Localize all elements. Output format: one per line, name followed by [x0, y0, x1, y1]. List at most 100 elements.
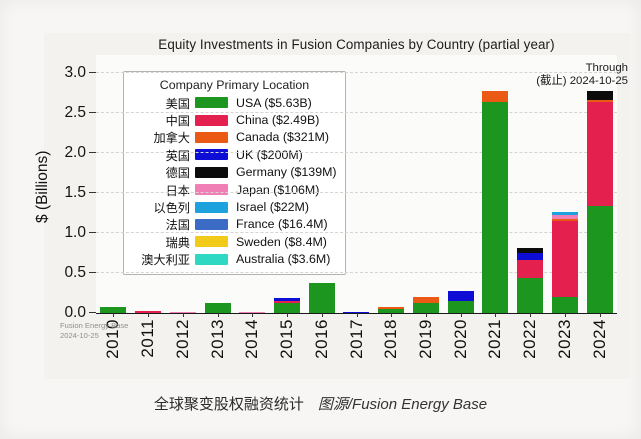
stacked-bar-2020	[447, 290, 474, 313]
x-tick-label-2019: 2019	[416, 319, 436, 359]
annotation-line2: (截止) 2024-10-25	[536, 75, 628, 88]
bar-column-2021	[478, 55, 513, 313]
x-tick-label-text: 2022	[520, 319, 540, 359]
x-tick-label-2023: 2023	[555, 319, 575, 359]
x-tick-label-text: 2013	[207, 319, 227, 359]
stacked-bar-2021	[482, 90, 509, 313]
legend-color-swatch	[195, 253, 228, 265]
legend-color-swatch	[195, 149, 228, 161]
bar-segment-china-2022	[517, 260, 544, 278]
x-tick-label-text: 2014	[242, 319, 262, 359]
bar-segment-canada-2018	[378, 306, 405, 309]
x-tick-label-text: 2018	[381, 319, 401, 359]
bar-segment-usa-2022	[517, 277, 544, 313]
stacked-bar-2012	[169, 311, 196, 313]
y-tick-mark	[89, 112, 96, 113]
x-tick-mark	[217, 313, 219, 317]
stacked-bar-2014	[239, 311, 266, 313]
y-tick-label: 2.0	[64, 144, 86, 161]
legend-color-swatch	[195, 166, 228, 178]
stacked-bar-2019	[412, 297, 439, 313]
bar-segment-germany-2024	[586, 90, 613, 101]
bar-segment-israel-2023	[551, 212, 578, 216]
legend-row-israel: 以色列 Israel ($22M)	[132, 198, 337, 215]
legend-label-zh: 法国	[165, 218, 190, 233]
stacked-bar-2022	[517, 248, 544, 313]
x-tick-label-2020: 2020	[451, 319, 471, 359]
bar-column-2015	[270, 55, 305, 313]
legend-rows: 美国 USA ($5.63B) 中国 China ($2.49B) 加拿大 Canada …	[132, 94, 337, 268]
chart-title: Equity Investments in Fusion Companies b…	[158, 37, 555, 52]
stacked-bar-2023	[551, 212, 578, 313]
bar-column-2022	[513, 55, 548, 313]
legend-label-zh: 日本	[165, 183, 190, 198]
bar-segment-china-2015	[274, 301, 301, 303]
gridline-3.0	[96, 72, 617, 73]
x-tick-mark	[356, 313, 358, 317]
x-tick-mark	[564, 313, 566, 317]
bar-column-2016	[304, 55, 339, 313]
bar-segment-japan-2014	[239, 311, 266, 313]
legend-label-en: Israel ($22M)	[236, 200, 309, 215]
legend-color-swatch	[195, 201, 228, 213]
x-tick-label-2016: 2016	[312, 319, 332, 359]
legend-label-zh: 加拿大	[153, 131, 190, 146]
legend-label-en: Japan ($106M)	[236, 182, 320, 197]
legend-color-swatch	[195, 114, 228, 126]
x-tick-mark	[113, 313, 115, 317]
x-tick-label-text: 2020	[450, 319, 470, 359]
stacked-bar-2024	[586, 90, 613, 313]
x-tick-label-2024: 2024	[590, 319, 610, 359]
legend-label-zh: 德国	[165, 166, 190, 181]
legend-row-australia: 澳大利亚 Australia ($3.6M)	[132, 251, 337, 268]
x-tick-label-2015: 2015	[277, 319, 297, 359]
stacked-bar-2011	[135, 311, 162, 313]
legend-row-japan: 日本 Japan ($106M)	[132, 181, 337, 198]
bar-segment-uk-2015	[274, 297, 301, 302]
bar-column-2018	[374, 55, 409, 313]
caption-source: 图源/Fusion Energy Base	[317, 396, 488, 413]
bar-segment-japan-2012	[169, 311, 196, 313]
legend-row-usa: 美国 USA ($5.63B)	[132, 94, 337, 111]
legend-label-en: France ($16.4M)	[236, 217, 328, 232]
source-watermark: Fusion Energy Base 2024-10-25	[60, 321, 128, 341]
x-tick-mark	[287, 313, 289, 317]
bar-segment-canada-2019	[412, 297, 439, 303]
x-tick-label-text: 2017	[346, 319, 366, 359]
x-tick-label-2012: 2012	[173, 319, 193, 359]
x-tick-mark	[599, 313, 601, 317]
legend-title: Company Primary Location	[159, 78, 310, 92]
bar-column-2023	[548, 55, 583, 313]
bar-column-2012	[165, 55, 200, 313]
x-tick-mark	[148, 313, 150, 317]
bar-segment-china-2024	[586, 101, 613, 206]
bar-segment-usa-2016	[308, 283, 335, 313]
bar-column-2020	[443, 55, 478, 313]
bar-segment-canada-2023	[551, 219, 578, 221]
bar-segment-germany-2022	[517, 248, 544, 254]
bar-column-2014	[235, 55, 270, 313]
x-tick-mark	[182, 313, 184, 317]
bar-segment-usa-2015	[274, 302, 301, 313]
bar-segment-uk-2017	[343, 311, 370, 313]
bar-column-2024	[582, 55, 617, 313]
legend-label-zh: 瑞典	[165, 235, 190, 250]
legend-color-swatch	[195, 218, 228, 230]
legend-label-zh: 中国	[165, 114, 190, 129]
bar-segment-uk-2020	[447, 290, 474, 301]
x-axis-labels: 2010 2011 2012 2013 2014 2015 2016 2017 2018 2019…	[96, 319, 617, 377]
x-tick-label-2017: 2017	[347, 319, 367, 359]
bar-segment-usa-2023	[551, 297, 578, 313]
legend-label-en: USA ($5.63B)	[236, 95, 312, 110]
x-tick-label-2013: 2013	[208, 319, 228, 359]
y-tick-label: 1.5	[64, 184, 86, 201]
legend-row-sweden: 瑞典 Sweden ($8.4M)	[132, 233, 337, 250]
stacked-bar-2017	[343, 311, 370, 313]
gridline-2.5	[96, 112, 617, 113]
x-tick-label-2022: 2022	[520, 319, 540, 359]
bar-column-2010	[96, 55, 131, 313]
legend-row-canada: 加拿大 Canada ($321M)	[132, 129, 337, 146]
bar-segment-china-2011	[135, 311, 162, 313]
bar-column-2019	[409, 55, 444, 313]
